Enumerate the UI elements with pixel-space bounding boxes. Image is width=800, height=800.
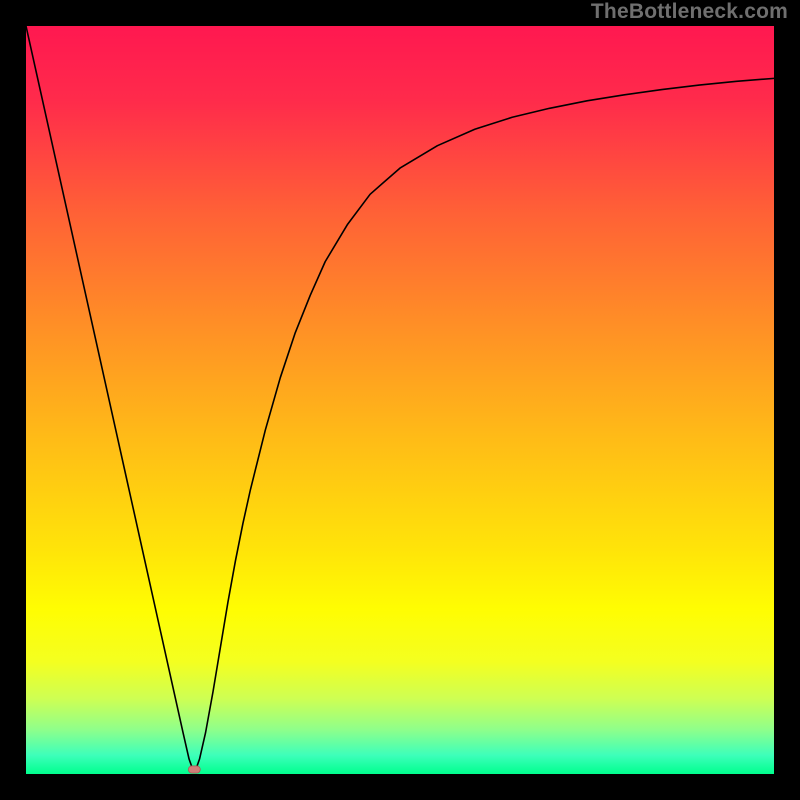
watermark-text: TheBottleneck.com bbox=[591, 0, 788, 24]
bottleneck-curve-chart bbox=[0, 0, 800, 800]
chart-container: TheBottleneck.com bbox=[0, 0, 800, 800]
plot-gradient-bg bbox=[26, 26, 774, 774]
optimal-point-marker bbox=[188, 766, 200, 773]
